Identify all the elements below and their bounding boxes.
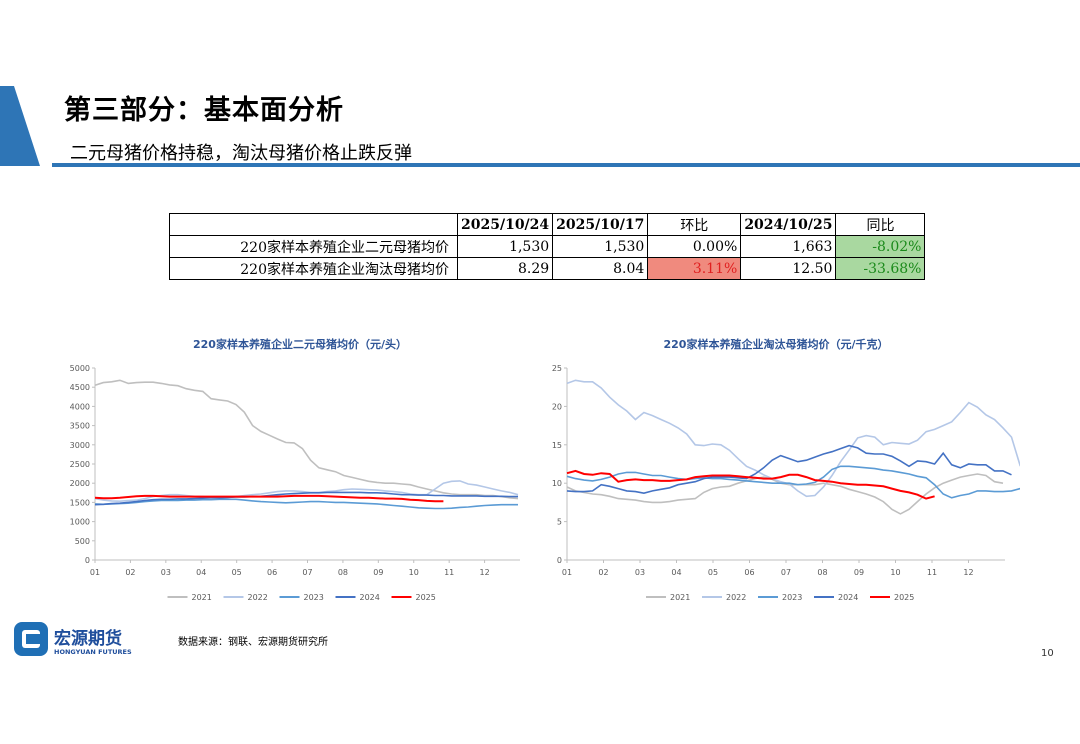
- legend-label: 2022: [248, 593, 268, 602]
- series-line-2025: [566, 469, 935, 500]
- x-tick-label: 01: [90, 568, 100, 577]
- y-tick-label: 5: [557, 518, 562, 527]
- table-header-row: 2025/10/24 2025/10/17 环比 2024/10/25 同比: [169, 213, 926, 236]
- table-header-cell: 2025/10/17: [552, 213, 649, 236]
- legend-label: 2025: [416, 593, 436, 602]
- header-rule: [52, 163, 1080, 167]
- x-tick-label: 04: [671, 568, 681, 577]
- table-cell: -33.68%: [835, 257, 926, 280]
- corner-decoration: [0, 86, 40, 166]
- x-tick-label: 02: [125, 568, 135, 577]
- company-logo: 宏源期货 HONGYUAN FUTURES: [12, 620, 162, 664]
- x-tick-label: 05: [232, 568, 242, 577]
- page-number: 10: [1041, 648, 1054, 659]
- y-tick-label: 500: [75, 537, 90, 546]
- table-cell: 220家样本养殖企业淘汰母猪均价: [169, 257, 458, 280]
- x-tick-label: 07: [781, 568, 791, 577]
- table-cell: 1,530: [456, 235, 554, 258]
- table-row: 220家样本养殖企业淘汰母猪均价 8.29 8.04 3.11% 12.50 -…: [169, 257, 926, 280]
- y-tick-label: 20: [552, 402, 562, 411]
- table-cell: 1,663: [740, 235, 837, 258]
- x-tick-label: 05: [708, 568, 718, 577]
- x-tick-label: 03: [161, 568, 171, 577]
- table-cell: 3.11%: [647, 257, 742, 280]
- series-line-2025: [94, 494, 444, 503]
- x-tick-label: 09: [854, 568, 864, 577]
- table-cell: 8.29: [456, 257, 554, 280]
- y-tick-label: 0: [85, 556, 90, 565]
- x-tick-label: 02: [598, 568, 608, 577]
- x-tick-label: 08: [338, 568, 348, 577]
- legend-label: 2022: [726, 593, 746, 602]
- y-tick-label: 1500: [70, 498, 90, 507]
- y-tick-label: 5000: [70, 364, 90, 373]
- y-tick-label: 10: [552, 479, 562, 488]
- legend-label: 2024: [360, 593, 380, 602]
- data-source: 数据来源：钢联、宏源期货研究所: [178, 637, 328, 648]
- page-subtitle: 二元母猪价格持稳，淘汰母猪价格止跌反弹: [70, 143, 412, 164]
- series-line-2024: [94, 491, 518, 506]
- table-cell: 12.50: [740, 257, 837, 280]
- table-cell: 1,530: [552, 235, 649, 258]
- y-tick-label: 4000: [70, 402, 90, 411]
- x-tick-label: 12: [963, 568, 973, 577]
- chart-title: 220家样本养殖企业淘汰母猪均价（元/千克）: [664, 337, 889, 351]
- table-header-cell: 同比: [835, 213, 926, 236]
- x-tick-label: 10: [890, 568, 900, 577]
- x-tick-label: 03: [635, 568, 645, 577]
- legend-label: 2023: [304, 593, 324, 602]
- series-line-2023: [566, 465, 1020, 499]
- chart-breeding-sow-price: 220家样本养殖企业二元母猪均价（元/头） 0 500 1000 1500 2000 250…: [70, 337, 520, 602]
- table-header-cell: 环比: [647, 213, 742, 236]
- table-cell: 220家样本养殖企业二元母猪均价: [169, 235, 458, 258]
- logo-text-cn: 宏源期货: [54, 628, 122, 649]
- price-table: 2025/10/24 2025/10/17 环比 2024/10/25 同比 2…: [169, 213, 926, 280]
- x-tick-label: 07: [302, 568, 312, 577]
- series-line-2022: [566, 379, 1020, 498]
- series-line-2024: [566, 444, 1012, 495]
- legend-label: 2025: [894, 593, 914, 602]
- y-tick-label: 25: [552, 364, 562, 373]
- x-tick-label: 01: [562, 568, 572, 577]
- series-line-2021: [94, 379, 519, 500]
- table-cell: 8.04: [552, 257, 649, 280]
- x-tick-label: 11: [444, 568, 454, 577]
- x-tick-label: 12: [479, 568, 489, 577]
- x-tick-label: 11: [927, 568, 937, 577]
- x-tick-label: 06: [267, 568, 277, 577]
- legend-label: 2021: [670, 593, 690, 602]
- y-tick-label: 0: [557, 556, 562, 565]
- table-cell: -8.02%: [835, 235, 926, 258]
- x-tick-label: 06: [744, 568, 754, 577]
- legend-label: 2023: [782, 593, 802, 602]
- table-header-cell: [169, 213, 458, 236]
- series-line-2023: [94, 498, 518, 510]
- table-cell: 0.00%: [647, 235, 742, 258]
- table-header-cell: 2025/10/24: [456, 213, 554, 236]
- x-tick-label: 09: [373, 568, 383, 577]
- x-tick-label: 04: [196, 568, 206, 577]
- chart-title: 220家样本养殖企业二元母猪均价（元/头）: [193, 337, 407, 351]
- table-row: 220家样本养殖企业二元母猪均价 1,530 1,530 0.00% 1,663…: [169, 235, 926, 258]
- y-tick-label: 2000: [70, 479, 90, 488]
- logo-text-en: HONGYUAN FUTURES: [54, 648, 132, 656]
- x-tick-label: 10: [409, 568, 419, 577]
- y-tick-label: 15: [552, 441, 562, 450]
- y-tick-label: 3000: [70, 441, 90, 450]
- y-tick-label: 1000: [70, 518, 90, 527]
- x-tick-label: 08: [817, 568, 827, 577]
- legend-label: 2024: [838, 593, 858, 602]
- y-tick-label: 3500: [70, 422, 90, 431]
- legend-label: 2021: [192, 593, 212, 602]
- y-tick-label: 4500: [70, 383, 90, 392]
- page-title: 第三部分：基本面分析: [64, 95, 344, 126]
- y-tick-label: 2500: [70, 460, 90, 469]
- series-line-2022: [94, 480, 519, 503]
- table-header-cell: 2024/10/25: [740, 213, 837, 236]
